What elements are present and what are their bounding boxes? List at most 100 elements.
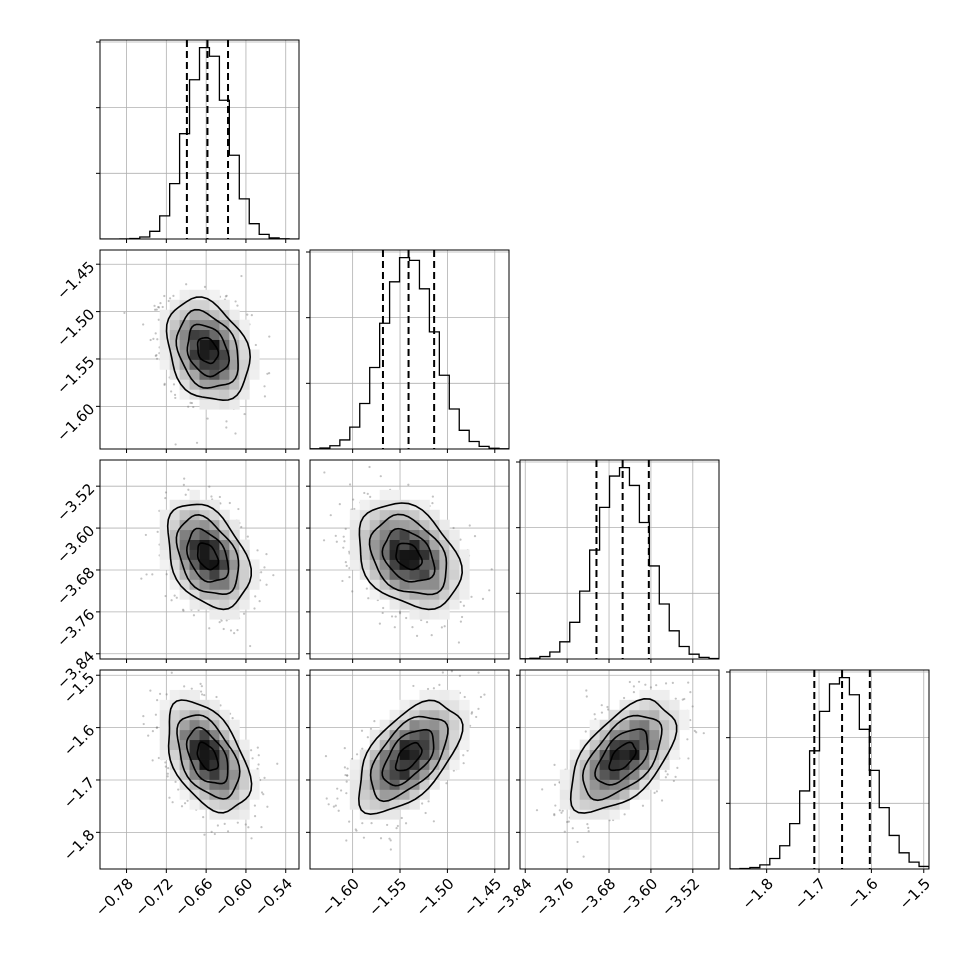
scatter-point xyxy=(234,432,237,435)
density-cell xyxy=(429,779,440,790)
scatter-point xyxy=(345,780,348,783)
density-cell xyxy=(429,519,440,531)
panel-3-2: −3.84−3.76−3.68−3.60−3.52 xyxy=(490,669,720,920)
panel-1-1 xyxy=(306,249,510,453)
density-cell xyxy=(179,749,190,760)
density-cell xyxy=(209,539,220,550)
contour-level-2 xyxy=(369,715,449,803)
panel-frame xyxy=(309,459,510,660)
density-cell xyxy=(169,559,180,570)
density-cell xyxy=(559,769,571,780)
density-cell xyxy=(219,799,230,810)
scatter-point xyxy=(560,811,563,814)
density-cell xyxy=(629,769,640,780)
density-cell xyxy=(449,549,460,560)
scatter-point xyxy=(339,789,343,792)
scatter-point xyxy=(237,507,240,511)
density-cell xyxy=(179,709,190,721)
density-cell xyxy=(429,549,440,560)
density-cell xyxy=(219,759,230,770)
density-cell xyxy=(379,719,390,731)
scatter-point xyxy=(683,697,686,701)
scatter-point xyxy=(393,626,396,629)
density-cell xyxy=(599,769,610,780)
density-cell xyxy=(179,729,190,741)
scatter-point xyxy=(249,644,252,648)
scatter-point xyxy=(156,338,159,341)
density-cell xyxy=(609,759,620,770)
x-tick-label: −1.5 xyxy=(896,875,934,913)
scatter-point xyxy=(362,836,366,839)
density-cell xyxy=(459,549,470,560)
density-cell xyxy=(359,789,371,800)
scatter-point xyxy=(263,566,266,569)
density-cell xyxy=(379,559,390,570)
scatter-point xyxy=(693,729,696,732)
scatter-point xyxy=(215,695,218,699)
scatter-point xyxy=(268,335,271,338)
x-tick-label: −0.66 xyxy=(171,875,216,920)
scatter-point xyxy=(149,338,152,342)
contour-level-2 xyxy=(581,714,663,802)
density-cell xyxy=(209,289,220,301)
density-cell xyxy=(439,689,450,701)
density-cell xyxy=(389,769,400,780)
density-cell xyxy=(399,709,410,721)
density-cell xyxy=(399,549,410,560)
scatter-point xyxy=(186,799,189,802)
scatter-point xyxy=(322,539,326,542)
density-cell xyxy=(419,549,430,560)
density-cell xyxy=(459,569,470,580)
scatter-point xyxy=(203,833,206,836)
density-cell xyxy=(639,689,650,701)
scatter-point xyxy=(441,671,444,674)
density-cell xyxy=(449,699,460,711)
scatter-point xyxy=(206,417,209,420)
density-cell xyxy=(619,779,630,790)
scatter-point xyxy=(459,600,462,604)
density-cell xyxy=(199,769,210,780)
density-cell xyxy=(359,559,371,570)
density-cell xyxy=(189,559,200,570)
density-cell xyxy=(609,809,620,820)
density-cell xyxy=(189,729,200,741)
scatter-point xyxy=(167,767,170,770)
scatter-point xyxy=(490,568,493,571)
density-cell xyxy=(189,769,200,780)
density-cell xyxy=(399,759,410,770)
scatter-point xyxy=(201,693,204,696)
density-cell xyxy=(679,709,690,721)
scatter-point xyxy=(576,840,579,844)
density-cell xyxy=(159,699,171,711)
density-cell xyxy=(419,709,430,721)
contour-level-1 xyxy=(186,323,231,378)
density-cell xyxy=(609,729,620,741)
scatter-point xyxy=(438,683,441,687)
scatter-point xyxy=(623,813,626,816)
scatter-point xyxy=(341,579,344,583)
density-cell xyxy=(459,739,470,750)
density-cell xyxy=(669,709,680,721)
density-cell xyxy=(159,539,171,550)
density-cell xyxy=(649,719,660,731)
density-cell xyxy=(419,699,430,711)
scatter-point xyxy=(479,695,483,699)
density-cell xyxy=(179,309,190,321)
density-cell xyxy=(229,769,240,780)
scatter-point xyxy=(431,495,434,498)
density-cell xyxy=(199,789,210,800)
scatter-point xyxy=(152,337,155,341)
scatter-point xyxy=(554,804,557,807)
scatter-point xyxy=(219,502,222,505)
density-cell xyxy=(239,329,250,340)
density-cell xyxy=(659,729,670,741)
density-cell xyxy=(209,589,220,600)
density-cell xyxy=(209,799,220,810)
density-cell xyxy=(229,519,240,531)
scatter-point xyxy=(192,405,195,409)
contour-level-3 xyxy=(166,503,252,611)
density-cell xyxy=(189,489,200,501)
density-cell xyxy=(599,799,610,810)
density-cell xyxy=(199,509,210,521)
density-cell xyxy=(399,739,410,750)
